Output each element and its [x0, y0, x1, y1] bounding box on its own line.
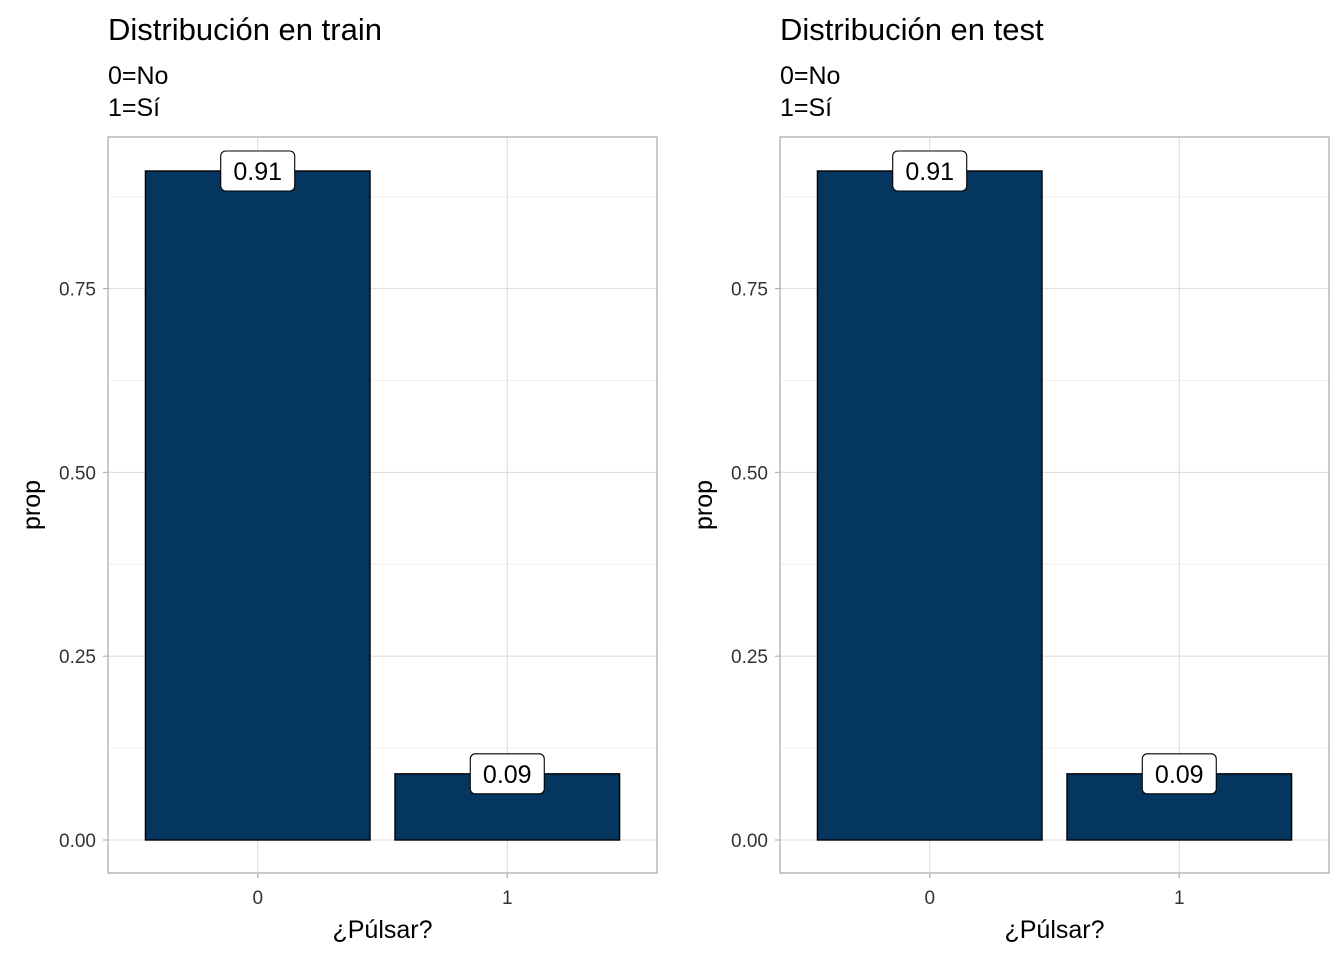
x-tick-label: 1	[502, 888, 513, 909]
y-tick-label: 0.25	[59, 647, 96, 668]
y-tick-label: 0.25	[731, 647, 768, 668]
y-tick-label: 0.50	[59, 463, 96, 484]
bar-0	[816, 170, 1043, 841]
panel-border	[779, 136, 1330, 874]
y-tick-label: 0.00	[59, 831, 96, 852]
chart-panel-test: Distribución en test 0=No 1=Sí 0.910.090…	[690, 12, 1330, 944]
data-label-box	[469, 753, 545, 795]
bar-0	[144, 170, 371, 841]
x-axis-label: ¿Púlsar?	[332, 916, 432, 944]
data-label-box	[220, 150, 296, 192]
y-tick-label: 0.50	[731, 463, 768, 484]
x-tick-label: 0	[924, 888, 935, 909]
chart-title: Distribución en train	[108, 12, 382, 47]
chart-subtitle-line-2: 1=Sí	[108, 94, 160, 122]
chart-title: Distribución en test	[780, 12, 1044, 47]
y-tick-label: 0.75	[59, 280, 96, 301]
chart-subtitle-line-1: 0=No	[780, 62, 840, 90]
x-tick-label: 0	[252, 888, 263, 909]
data-label-box	[1141, 753, 1217, 795]
x-axis-label: ¿Púlsar?	[1004, 916, 1104, 944]
chart-panel-train: Distribución en train 0=No 1=Sí 0.91 0.09…	[18, 12, 658, 944]
x-tick-label: 1	[1174, 888, 1185, 909]
data-label: 0.91	[905, 158, 954, 186]
data-label: 0.09	[1155, 761, 1204, 789]
plot-area: 0.91 0.09 0.00 0.25 0.50 0.75 0 1 ¿Púlsar? prop	[690, 136, 1330, 944]
y-axis-label: prop	[690, 480, 718, 530]
y-axis-label: prop	[18, 480, 46, 530]
data-label: 0.91	[233, 158, 282, 186]
chart-subtitle-line-2: 1=Sí	[780, 94, 832, 122]
y-tick-label: 0.75	[731, 280, 768, 301]
data-label-box	[892, 150, 968, 192]
data-label: 0.09	[483, 761, 532, 789]
chart-subtitle-line-1: 0=No	[108, 62, 168, 90]
panel-border	[107, 136, 658, 874]
plot-area: 0.91 0.09 0.00 0.25 0.50 0.75 0 1 ¿Púlsar? prop	[18, 136, 658, 944]
y-tick-label: 0.00	[731, 831, 768, 852]
